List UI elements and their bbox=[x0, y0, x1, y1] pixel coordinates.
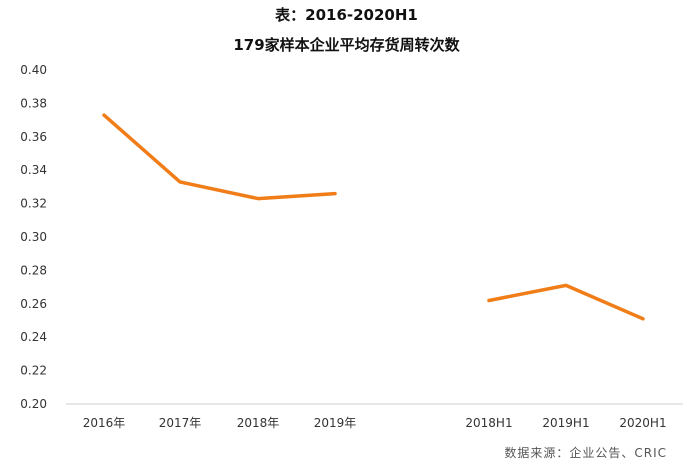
y-tick-label: 0.32 bbox=[20, 197, 47, 211]
chart-title-line2: 179家样本企业平均存货周转次数 bbox=[233, 36, 460, 54]
y-tick-label: 0.38 bbox=[20, 96, 47, 110]
chart-title-line1: 表：2016-2020H1 bbox=[275, 6, 418, 24]
y-tick-label: 0.40 bbox=[20, 63, 47, 77]
x-tick-label: 2017年 bbox=[159, 416, 202, 430]
y-tick-label: 0.22 bbox=[20, 364, 47, 378]
y-axis-ticks: 0.40 0.38 0.36 0.34 0.32 0.30 0.28 0.26 0.24 0.22… bbox=[20, 63, 47, 411]
y-tick-label: 0.24 bbox=[20, 330, 47, 344]
y-tick-label: 0.34 bbox=[20, 163, 47, 177]
y-tick-label: 0.36 bbox=[20, 130, 47, 144]
x-tick-label: 2019H1 bbox=[542, 416, 589, 430]
series-lines bbox=[102, 113, 645, 321]
y-tick-label: 0.30 bbox=[20, 230, 47, 244]
y-tick-label: 0.28 bbox=[20, 263, 47, 277]
x-tick-label: 2018H1 bbox=[465, 416, 512, 430]
x-tick-label: 2016年 bbox=[83, 416, 126, 430]
y-tick-label: 0.20 bbox=[20, 397, 47, 411]
x-tick-label: 2020H1 bbox=[619, 416, 666, 430]
y-tick-label: 0.26 bbox=[20, 297, 47, 311]
series-line-segment bbox=[102, 113, 337, 201]
source-note: 数据来源：企业公告、CRIC bbox=[504, 446, 667, 460]
x-axis-ticks: 2016年 2017年 2018年 2019年 2018H1 2019H1 2020H1 bbox=[83, 416, 667, 430]
x-tick-label: 2019年 bbox=[314, 416, 357, 430]
x-tick-label: 2018年 bbox=[237, 416, 280, 430]
series-line-segment bbox=[487, 283, 645, 321]
